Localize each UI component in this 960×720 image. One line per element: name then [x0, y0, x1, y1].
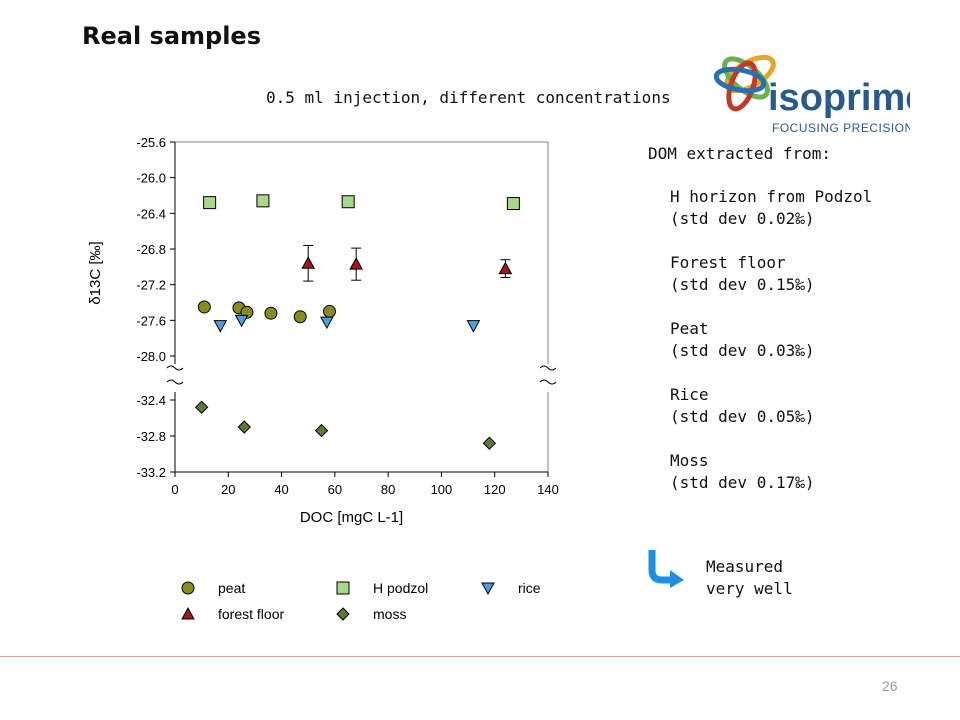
- point-H-podzol: [203, 196, 217, 210]
- series-moss: [194, 400, 497, 450]
- legend-label: moss: [373, 606, 406, 622]
- axis-break-mark-left: [166, 379, 184, 385]
- x-tick-label: 20: [221, 482, 235, 497]
- legend-label: H podzol: [373, 580, 428, 596]
- point-moss: [194, 400, 209, 414]
- x-tick-label: 140: [537, 482, 559, 497]
- measured-line1: Measured: [706, 557, 784, 576]
- legend-marker-moss: [336, 607, 350, 621]
- series-H-podzol: [203, 194, 520, 211]
- source-std: (std dev 0.05‰): [670, 407, 815, 426]
- point-rice: [234, 314, 249, 328]
- footer-divider: [0, 656, 960, 657]
- legend-label: rice: [518, 580, 541, 596]
- source-item: Peat (std dev 0.03‰): [670, 318, 950, 362]
- chart-subtitle: 0.5 ml injection, different concentratio…: [266, 88, 671, 107]
- point-H-podzol: [256, 194, 270, 208]
- source-std: (std dev 0.17‰): [670, 473, 815, 492]
- point-peat: [264, 306, 278, 320]
- point-H-podzol: [506, 197, 520, 211]
- point-peat: [323, 304, 337, 318]
- info-heading: DOM extracted from:: [648, 144, 832, 163]
- source-name: Rice: [670, 385, 709, 404]
- y-axis-label: δ13C [‰]: [87, 241, 104, 304]
- source-item: Moss (std dev 0.17‰): [670, 450, 950, 494]
- measured-line2: very well: [706, 579, 793, 598]
- point-rice: [213, 320, 228, 333]
- source-item: Rice (std dev 0.05‰): [670, 384, 950, 428]
- x-tick-label: 100: [431, 482, 453, 497]
- source-name: Peat: [670, 319, 709, 338]
- y-tick-label: -32.8: [136, 429, 166, 444]
- y-tick-label: -25.6: [136, 135, 166, 150]
- legend-item-rice: rice: [481, 580, 541, 596]
- slide-title: Real samples: [82, 22, 261, 50]
- axis-break-gap: [167, 364, 556, 392]
- source-std: (std dev 0.03‰): [670, 341, 815, 360]
- scatter-chart: -25.6 -26.0 -26.4 -26.8 -27.2 -27.6 -28.0 -32.4…: [87, 135, 559, 622]
- point-moss: [237, 420, 251, 434]
- y-tick-label: -33.2: [136, 465, 166, 480]
- x-tick-label: 40: [274, 482, 288, 497]
- legend-marker-peat: [181, 581, 195, 595]
- point-peat: [293, 310, 307, 324]
- plot-area: [174, 141, 549, 473]
- axis-break-mark-left: [166, 365, 184, 371]
- y-tick-label: -26.4: [136, 206, 166, 221]
- source-name: H horizon from Podzol: [670, 187, 873, 206]
- source-item: Forest floor (std dev 0.15‰): [670, 252, 950, 296]
- axis-break-mark-right: [539, 365, 557, 371]
- x-tick-label: 60: [328, 482, 342, 497]
- x-tick-label: 0: [171, 482, 178, 497]
- source-list: H horizon from Podzol (std dev 0.02‰) Fo…: [670, 186, 950, 516]
- legend-marker-forest-floor: [181, 606, 195, 620]
- legend-item-moss: moss: [336, 606, 406, 622]
- measured-note: Measured very well: [706, 556, 793, 600]
- logo-brand: isoprime: [768, 77, 910, 119]
- y-tick-label: -26.0: [136, 171, 166, 186]
- legend-label: forest floor: [218, 606, 284, 622]
- series-rice: [213, 314, 481, 333]
- point-moss: [482, 436, 497, 450]
- source-name: Moss: [670, 451, 709, 470]
- axis-break-mark-right: [539, 379, 557, 385]
- y-tick-label: -32.4: [136, 393, 166, 408]
- point-forest-floor: [498, 261, 513, 275]
- logo-mark: [713, 54, 776, 112]
- point-forest-floor: [349, 257, 364, 270]
- legend-marker-rice: [481, 582, 495, 596]
- point-H-podzol: [341, 195, 355, 209]
- source-item: H horizon from Podzol (std dev 0.02‰): [670, 186, 950, 230]
- source-name: Forest floor: [670, 253, 786, 272]
- page-number: 26: [882, 678, 898, 694]
- y-tick-label: -26.8: [136, 242, 166, 257]
- source-std: (std dev 0.15‰): [670, 275, 815, 294]
- x-tick-label: 120: [484, 482, 506, 497]
- series-forest-floor: [301, 244, 513, 282]
- logo-tagline: FOCUSING PRECISION: [772, 121, 910, 135]
- legend-label: peat: [218, 580, 245, 596]
- point-peat: [197, 300, 211, 314]
- point-rice: [320, 316, 334, 330]
- curved-arrow-icon: [648, 550, 684, 588]
- y-tick-label: -28.0: [136, 349, 166, 364]
- legend-item-peat: peat: [181, 580, 245, 596]
- isoprime-logo: isoprime FOCUSING PRECISION: [713, 54, 910, 135]
- source-std: (std dev 0.02‰): [670, 209, 815, 228]
- legend-marker-H-podzol: [336, 581, 350, 595]
- point-rice: [466, 320, 481, 333]
- y-tick-label: -27.2: [136, 278, 166, 293]
- point-moss: [314, 423, 329, 438]
- point-forest-floor: [301, 256, 316, 269]
- x-tick-label: 80: [381, 482, 395, 497]
- legend-item-forest-floor: forest floor: [181, 606, 284, 622]
- legend-item-H-podzol: H podzol: [336, 580, 428, 596]
- x-axis-label: DOC [mgC L-1]: [300, 509, 403, 526]
- y-tick-label: -27.6: [136, 313, 166, 328]
- series-peat: [197, 300, 337, 324]
